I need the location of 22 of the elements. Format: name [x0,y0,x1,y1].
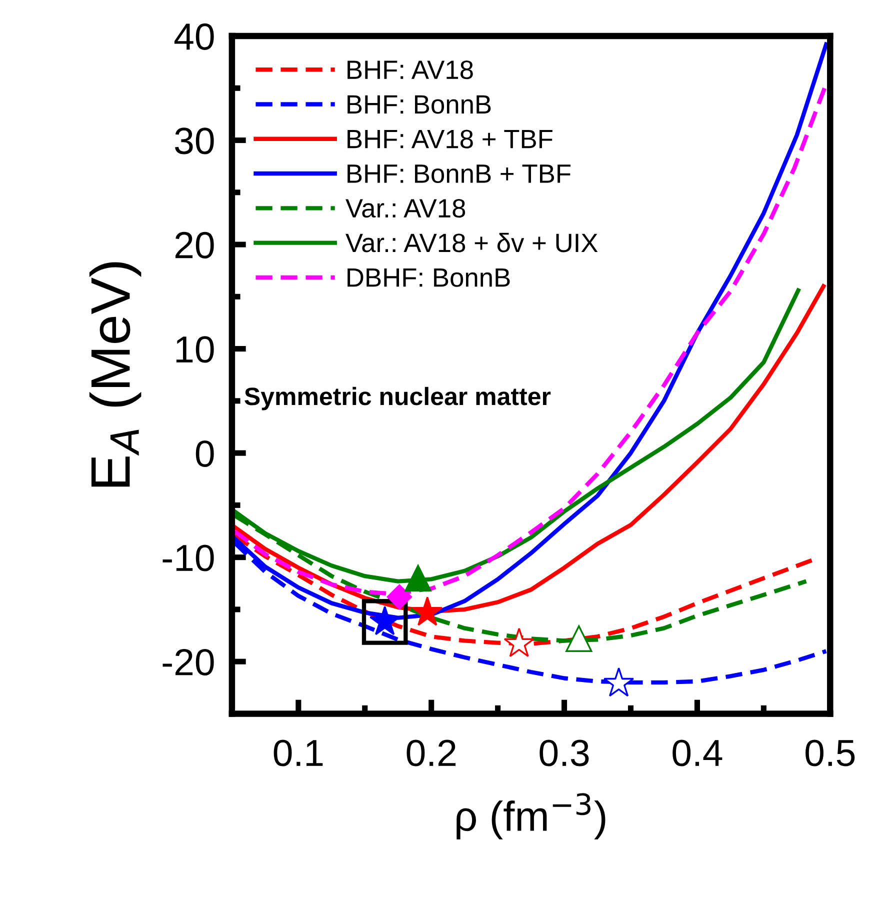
y-tick-label: 30 [175,128,214,154]
y-tick-label: -10 [162,544,214,572]
legend-label: Var.: AV18 + δv + UIX [346,232,598,252]
legend-label: Var.: AV18 [346,198,466,218]
x-tick-label: 0.5 [806,740,855,766]
legend-label: BHF: BonnB [348,95,491,114]
x-axis-title: ρ (fm$^{−3}$) [456,793,606,840]
legend-label: DBHF: BonnB [348,268,510,287]
x-tick-label: 0.1 [274,740,323,766]
annotation: Symmetric nuclear matter [244,386,551,410]
legend-label: BHF: AV18 + TBF [348,130,552,148]
y-tick-label: 40 [174,23,214,50]
x-tick-label: 0.4 [672,740,722,766]
y-axis-title: E$_{A}$ (MeV) [89,262,142,487]
y-tick-label: 10 [176,336,214,363]
x-tick-label: 0.2 [406,740,456,766]
y-tick-label: 0 [196,440,214,468]
legend-label: BHF: BonnB + TBF [348,164,570,184]
y-tick-label: 20 [175,232,214,258]
legend-label: BHF: AV18 [348,60,473,80]
x-tick-label: 0.3 [540,740,589,766]
y-tick-label: -20 [162,648,214,676]
